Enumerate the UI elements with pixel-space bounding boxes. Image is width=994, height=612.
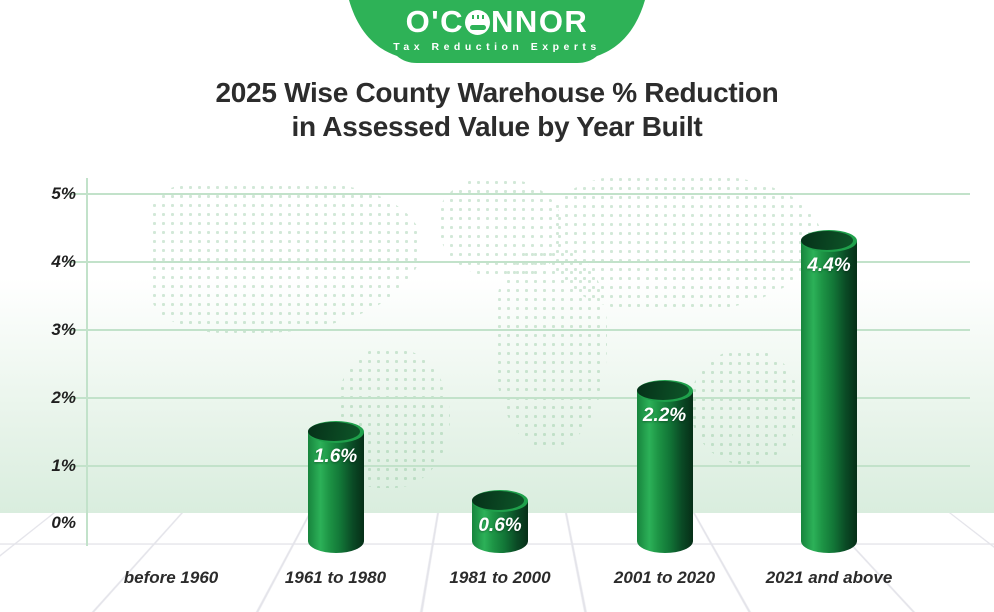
bar-value-label: 0.6% [478, 514, 522, 536]
gridline-3% [67, 329, 970, 331]
plot-area: 0% 1% 2% 3% 4% 5% before 1960 1.6% 1961 to 1980 0… [0, 158, 994, 612]
world-map-dots-europe [438, 178, 563, 280]
chart-title-line1: 2025 Wise County Warehouse % Reduction [215, 77, 779, 108]
world-map-dots-australia [690, 350, 798, 465]
x-category-label-4: 2001 to 2020 [613, 568, 716, 587]
oconnor-logo: O'C NNOR Tax Reduction Experts [349, 0, 645, 63]
bar-cylinder-1961-to-1980: 1.6% [307, 158, 364, 612]
gridline-4% [67, 261, 970, 263]
bar-cylinder-2001-to-2020: 2.2% [636, 158, 693, 612]
logo-text-right: NNOR [491, 4, 589, 39]
logo-banner-shape [349, 0, 645, 63]
x-category-label-5: 2021 and above [765, 568, 893, 587]
bar-cylinder-1981-to-2000: 0.6% [472, 158, 528, 612]
y-tick-label-0%: 0% [51, 513, 76, 532]
y-axis-line [86, 178, 88, 546]
world-map-dots-africa [495, 250, 607, 450]
logo-tagline: Tax Reduction Experts [393, 41, 601, 53]
chart-title: 2025 Wise County Warehouse % Reduction i… [0, 76, 994, 144]
logo-text-left: O'C [405, 4, 465, 39]
bar-top-face [472, 490, 524, 510]
bar-cylinder-2021-and-above: 4.4% [801, 158, 857, 612]
y-tick-label-4%: 4% [51, 252, 76, 271]
bar-top-face [307, 422, 360, 442]
gridline-1% [67, 465, 970, 467]
x-category-label-1: before 1960 [123, 568, 219, 587]
y-tick-label-1%: 1% [51, 456, 76, 475]
bar-top-face [636, 381, 689, 401]
bar-top-ellipse [307, 421, 364, 444]
gauge-o-icon [465, 10, 491, 35]
logo-content: O'C NNOR Tax Reduction Experts [349, 0, 645, 63]
world-map-dots-north-america [150, 183, 422, 333]
bar-value-label: 4.4% [807, 254, 851, 276]
bar-top-ellipse [472, 489, 528, 512]
gridline-2% [67, 397, 970, 399]
logo-wordmark: O'C NNOR [406, 6, 589, 37]
gridline-5% [67, 193, 970, 195]
bar-value-label: 1.6% [313, 446, 358, 468]
x-category-label-2: 1961 to 1980 [284, 568, 387, 587]
bar-top-ellipse [636, 380, 693, 403]
logo-banner-ribbon [349, 0, 645, 63]
bar-top-face [801, 230, 853, 250]
x-category-label-3: 1981 to 2000 [449, 568, 551, 587]
bar-value-label: 2.2% [642, 405, 687, 427]
y-tick-label-2%: 2% [51, 388, 76, 407]
bar-body [307, 432, 364, 553]
bar-body [801, 240, 857, 553]
bar-top-ellipse [801, 229, 857, 252]
chart-title-line2: in Assessed Value by Year Built [291, 111, 703, 142]
y-tick-label-5%: 5% [51, 184, 76, 203]
bar-body [636, 391, 693, 553]
y-tick-label-3%: 3% [51, 320, 76, 339]
world-map-dots-asia [553, 175, 821, 313]
